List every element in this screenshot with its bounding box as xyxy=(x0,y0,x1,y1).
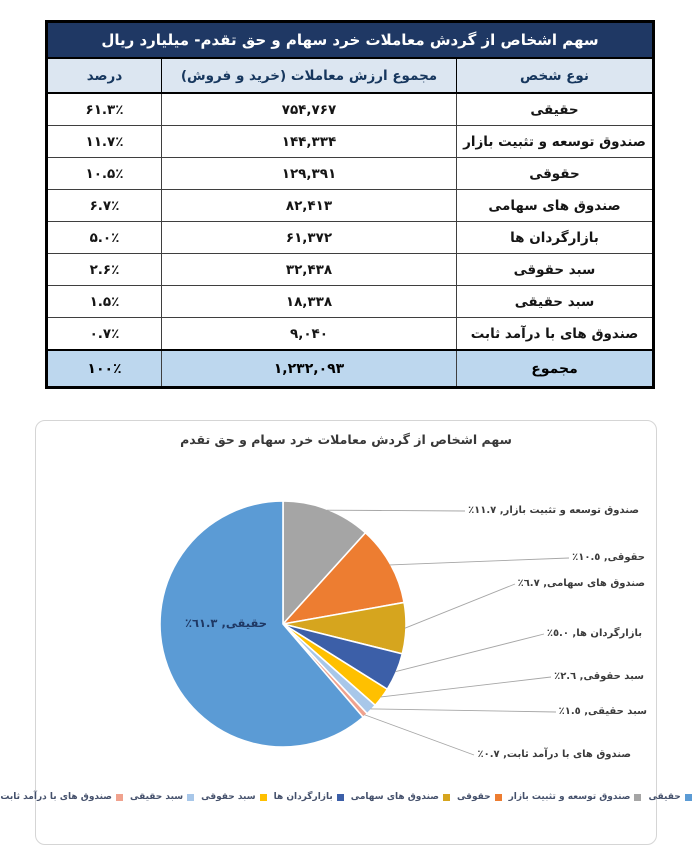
persons-share-table: سهم اشخاص از گردش معاملات خرد سهام و حق … xyxy=(45,20,655,389)
legend-label: صندوق های سهامی xyxy=(350,792,439,802)
legend-item-5: سبد حقوقی xyxy=(201,792,267,802)
leader-line-6 xyxy=(370,708,557,713)
legend-swatch-icon xyxy=(336,793,344,801)
legend-swatch-icon xyxy=(684,793,692,801)
table-row: سبد حقوقی ۳۲,۴۳۸ ۲.۶٪ xyxy=(46,253,654,286)
cell-value: ۱۴۴,۳۳۴ xyxy=(161,125,457,158)
table-header-row: نوع شخص مجموع ارزش معاملات (خرید و فروش)… xyxy=(46,57,654,94)
cell-value: ۶۱,۳۷۲ xyxy=(161,221,457,254)
cell-value: ۱۲۹,۳۹۱ xyxy=(161,157,457,190)
cell-percent: ۱.۵٪ xyxy=(46,285,162,318)
legend-label: سبد حقوقی xyxy=(201,792,256,802)
legend-swatch-icon xyxy=(494,793,502,801)
pie-label-7: صندوق های با درآمد ثابت, ٠.٧٪ xyxy=(477,749,631,760)
table-row: بازارگردان ها ۶۱,۳۷۲ ۵.۰٪ xyxy=(46,221,654,254)
column-header-type: نوع شخص xyxy=(456,57,654,94)
cell-value: ۷۵۴,۷۶۷ xyxy=(161,92,457,126)
cell-percent: ۵.۰٪ xyxy=(46,221,162,254)
cell-type: سبد حقوقی xyxy=(456,253,654,286)
legend-swatch-icon xyxy=(187,793,195,801)
cell-type: حقوقی xyxy=(456,157,654,190)
legend-label: حقوقی xyxy=(456,792,491,802)
cell-type: صندوق های سهامی xyxy=(456,189,654,222)
pie-label-6: سبد حقیقی, ١.٥٪ xyxy=(558,706,647,717)
legend-item-3: صندوق های سهامی xyxy=(351,792,450,802)
legend-label: صندوق توسعه و تثبیت بازار xyxy=(508,792,631,802)
cell-type: حقیقی xyxy=(456,92,654,126)
table-body: حقیقی ۷۵۴,۷۶۷ ۶۱.۳٪ صندوق توسعه و تثبیت باز… xyxy=(46,92,654,388)
legend-swatch-icon xyxy=(116,793,124,801)
cell-percent: ۶۱.۳٪ xyxy=(46,92,162,126)
leader-line-7 xyxy=(364,714,475,756)
legend-swatch-icon xyxy=(442,793,450,801)
table-row: صندوق های با درآمد ثابت ۹,۰۴۰ ۰.۷٪ xyxy=(46,317,654,351)
leader-line-3 xyxy=(404,583,516,629)
cell-type: بازارگردان ها xyxy=(456,221,654,254)
pie-label-0: حقیقی, ٦١.٣٪ xyxy=(184,616,268,630)
table-title-row: سهم اشخاص از گردش معاملات خرد سهام و حق … xyxy=(46,21,654,59)
cell-percent: ۶.۷٪ xyxy=(46,189,162,222)
leader-line-2 xyxy=(389,557,570,566)
pie-label-3: صندوق های سهامی, ٦.٧٪ xyxy=(517,578,645,589)
chart-title: سهم اشخاص از گردش معاملات خرد سهام و حق … xyxy=(180,432,512,447)
cell-percent: ۰.۷٪ xyxy=(46,317,162,351)
leader-line-5 xyxy=(380,676,552,698)
pie-label-1: صندوق توسعه و تثبیت بازار, ١١.٧٪ xyxy=(468,505,639,516)
cell-value: ۹,۰۴۰ xyxy=(161,317,457,351)
cell-percent: ۲.۶٪ xyxy=(46,253,162,286)
pie-chart-card: سهم اشخاص از گردش معاملات خرد سهام و حق … xyxy=(0,420,692,845)
cell-percent: ۱۰۰٪ xyxy=(46,349,162,388)
pie-label-2: حقوقی, ١٠.٥٪ xyxy=(572,552,645,563)
table-row: صندوق های سهامی ۸۲,۴۱۳ ۶.۷٪ xyxy=(46,189,654,222)
cell-value: ۸۲,۴۱۳ xyxy=(161,189,457,222)
table-title: سهم اشخاص از گردش معاملات خرد سهام و حق … xyxy=(46,21,654,59)
legend-item-0: حقیقی xyxy=(648,792,692,802)
cell-type: مجموع xyxy=(456,349,654,388)
cell-type: صندوق های با درآمد ثابت xyxy=(456,317,654,351)
table-row: سبد حقیقی ۱۸,۳۳۸ ۱.۵٪ xyxy=(46,285,654,318)
legend-item-4: بازارگردان ها xyxy=(274,792,344,802)
legend-item-1: صندوق توسعه و تثبیت بازار xyxy=(509,792,642,802)
pie-slice-0 xyxy=(159,500,364,748)
pie-label-4: بازارگردان ها, ٥.٠٪ xyxy=(546,628,642,639)
cell-type: سبد حقیقی xyxy=(456,285,654,318)
cell-percent: ۱۱.۷٪ xyxy=(46,125,162,158)
cell-value: ۱,۲۳۲,۰۹۳ xyxy=(161,349,457,388)
pie-slice-1 xyxy=(282,500,367,625)
cell-value: ۳۲,۴۳۸ xyxy=(161,253,457,286)
table-row: حقوقی ۱۲۹,۳۹۱ ۱۰.۵٪ xyxy=(46,157,654,190)
persons-share-table-block: سهم اشخاص از گردش معاملات خرد سهام و حق … xyxy=(45,20,655,389)
pie-label-5: سبد حقوقی, ٢.٦٪ xyxy=(554,671,644,682)
legend-label: سبد حقیقی xyxy=(130,792,184,802)
cell-percent: ۱۰.۵٪ xyxy=(46,157,162,190)
legend-swatch-icon xyxy=(634,793,642,801)
pie-plot-area xyxy=(159,500,570,756)
table-row: صندوق توسعه و تثبیت بازار ۱۴۴,۳۳۴ ۱۱.۷٪ xyxy=(46,125,654,158)
column-header-percent: درصد xyxy=(46,57,162,94)
legend-item-2: حقوقی xyxy=(457,792,502,802)
legend-label: صندوق های با درآمد ثابت xyxy=(0,792,113,802)
leader-line-1 xyxy=(326,509,466,512)
legend-label: بازارگردان ها xyxy=(273,792,333,802)
legend-label: حقیقی xyxy=(648,792,681,802)
legend-swatch-icon xyxy=(259,793,267,801)
column-header-value: مجموع ارزش معاملات (خرید و فروش) xyxy=(161,57,457,94)
cell-value: ۱۸,۳۳۸ xyxy=(161,285,457,318)
legend-item-7: صندوق های با درآمد ثابت xyxy=(0,792,124,802)
cell-type: صندوق توسعه و تثبیت بازار xyxy=(456,125,654,158)
table-total-row: مجموع ۱,۲۳۲,۰۹۳ ۱۰۰٪ xyxy=(46,349,654,388)
table-row: حقیقی ۷۵۴,۷۶۷ ۶۱.۳٪ xyxy=(46,92,654,126)
leader-line-4 xyxy=(395,633,545,673)
legend-item-6: سبد حقیقی xyxy=(130,792,195,802)
chart-legend: حقیقی صندوق توسعه و تثبیت بازار حقوقی صندوق… xyxy=(0,792,692,802)
